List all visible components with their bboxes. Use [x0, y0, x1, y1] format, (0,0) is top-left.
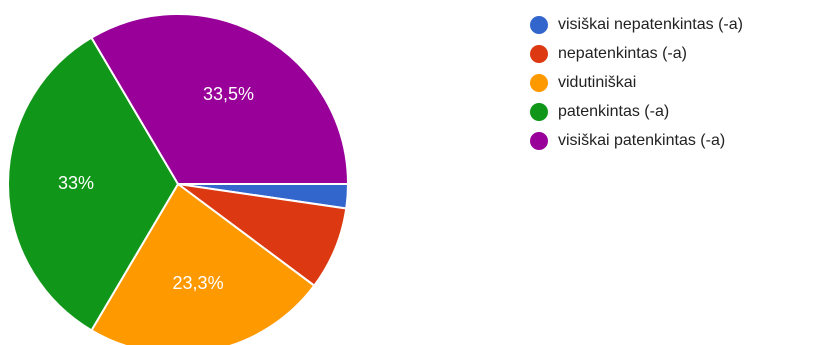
legend-item-vidutiniskai[interactable]: vidutiniškai — [530, 68, 743, 97]
legend-swatch-blue — [530, 15, 548, 34]
pie-slice-patenkintas[interactable] — [7, 36, 180, 332]
slice-label-visiskai-patenkintas: 33,5% — [203, 84, 254, 104]
slice-label-patenkintas: 33% — [58, 173, 94, 193]
legend-item-visiskai-nepatenkintas[interactable]: visiškai nepatenkintas (-a) — [530, 10, 743, 39]
legend-swatch-orange — [530, 73, 548, 92]
legend-label: visiškai nepatenkintas (-a) — [558, 15, 743, 33]
legend-item-patenkintas[interactable]: patenkintas (-a) — [530, 97, 743, 126]
pie-slice-visiskai-patenkintas[interactable] — [90, 13, 350, 185]
legend-swatch-red — [530, 44, 548, 63]
legend-label: patenkintas (-a) — [558, 102, 670, 120]
legend-swatch-green — [530, 102, 548, 121]
legend-label: nepatenkintas (-a) — [558, 44, 687, 62]
legend-label: vidutiniškai — [558, 73, 637, 91]
legend-swatch-purple — [530, 131, 548, 150]
pie-slice-vidutiniskai[interactable] — [90, 182, 316, 345]
slice-label-vidutiniskai: 23,3% — [173, 273, 224, 293]
legend: visiškai nepatenkintas (-a) nepatenkinta… — [530, 10, 743, 155]
legend-item-nepatenkintas[interactable]: nepatenkintas (-a) — [530, 39, 743, 68]
legend-label: visiškai patenkintas (-a) — [558, 131, 726, 149]
legend-item-visiskai-patenkintas[interactable]: visiškai patenkintas (-a) — [530, 126, 743, 155]
